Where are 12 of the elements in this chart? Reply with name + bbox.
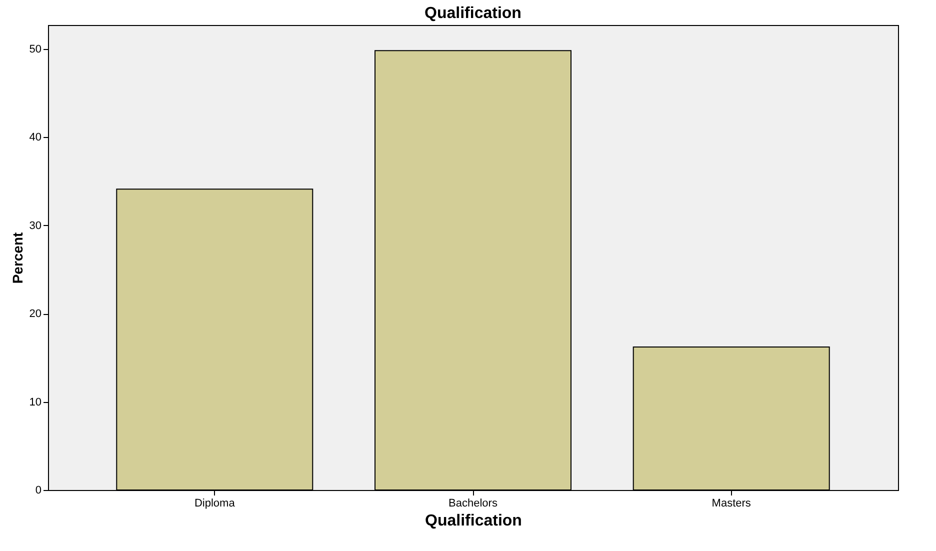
y-tick-label: 50: [29, 43, 42, 56]
y-tick-label: 40: [29, 132, 42, 144]
y-tick-label: 20: [29, 308, 42, 320]
y-axis-title: Percent: [9, 232, 26, 284]
chart-title: Qualification: [424, 5, 522, 22]
y-tick-label: 10: [29, 396, 42, 408]
x-tick-label: Masters: [712, 498, 752, 510]
y-tick-label: 0: [35, 484, 42, 496]
y-tick-label: 30: [29, 220, 42, 232]
x-axis-title: Qualification: [425, 512, 522, 530]
x-tick-label: Bachelors: [448, 498, 498, 510]
x-tick-label: Diploma: [194, 498, 236, 510]
